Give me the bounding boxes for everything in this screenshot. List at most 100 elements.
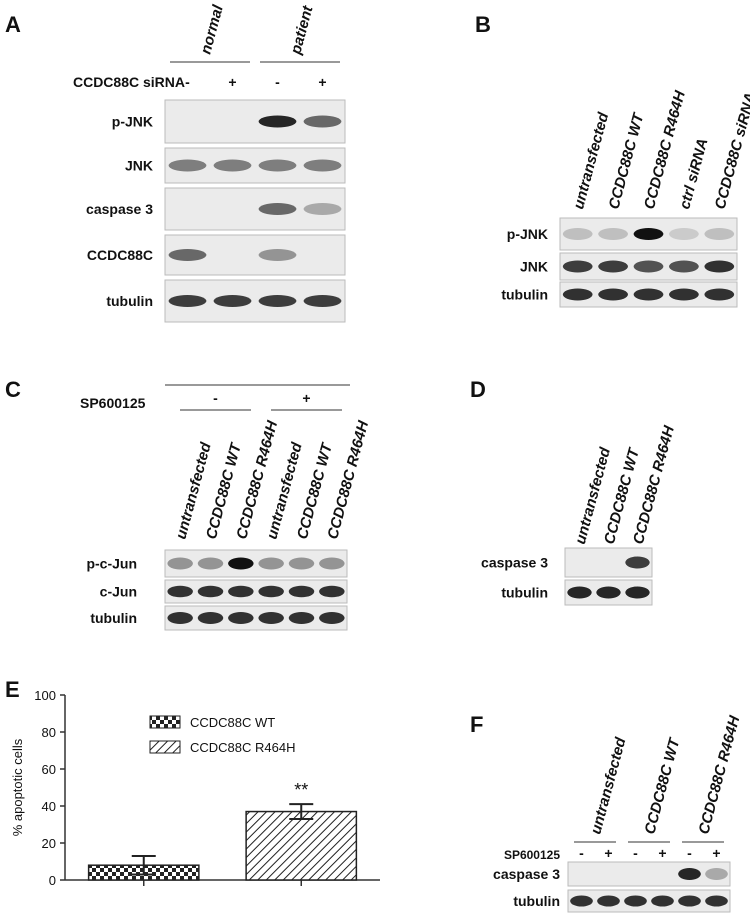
band [704,260,735,273]
band [303,115,342,128]
panel-letter: A [5,12,21,37]
y-tick-label: 40 [42,799,56,814]
band [213,159,252,172]
annotation: ** [294,780,308,800]
y-tick-label: 100 [34,688,56,703]
band [167,612,193,624]
blot-strip [164,187,346,231]
panel-letter: B [475,12,491,37]
sign: - [687,845,692,861]
lane-label: CCDC88C siRNA [712,91,750,211]
sign: + [228,74,236,90]
sign: + [302,390,310,406]
band [633,260,664,273]
sign: - [185,74,190,90]
band [319,585,345,598]
band [213,295,252,307]
band [669,288,699,301]
row-label: tubulin [106,293,153,309]
y-tick-label: 60 [42,762,56,777]
band [228,557,254,570]
lane-label: CCDC88C R464H [630,423,678,546]
y-tick-label: 80 [42,725,56,740]
treatment-label: SP600125 [504,848,560,862]
band [633,288,664,301]
band [669,228,699,240]
band [598,288,628,301]
band [258,115,297,128]
band [625,556,650,569]
row-label: caspase 3 [493,866,560,882]
row-label: c-Jun [100,584,137,600]
lane-label: ctrl siRNA [676,137,711,211]
sign: + [318,74,326,90]
lane-label: CCDC88C R464H [324,418,372,541]
band [562,228,593,240]
row-label: tubulin [513,893,560,909]
band [197,585,224,598]
panel-letter: C [5,377,21,402]
treatment-label: CCDC88C siRNA [73,74,185,90]
panel-letter: D [470,377,486,402]
sign: - [275,74,280,90]
band [303,159,342,172]
legend-swatch [149,715,181,729]
band [288,557,315,570]
lane-label: CCDC88C R464H [695,713,743,836]
sign: + [604,845,612,861]
band [705,868,728,880]
band [258,249,297,261]
band [168,249,207,261]
lane-label: untransfected [570,110,612,211]
row-label: p-c-Jun [86,556,137,572]
treatment-label: SP600125 [80,395,146,411]
sign: + [658,845,666,861]
row-label: caspase 3 [481,555,548,571]
lane-label: CCDC88C WT [641,735,683,836]
band [167,585,193,598]
band [228,612,254,624]
blot-strip [164,605,348,631]
band [570,895,593,907]
band [228,585,254,598]
band [625,586,650,599]
band [705,895,728,907]
row-label: JNK [125,158,153,174]
group-label: patient [287,3,317,57]
y-tick-label: 0 [49,873,56,888]
band [651,895,674,907]
blot-strip [567,861,731,887]
band [258,557,284,570]
band [168,295,207,307]
band [288,612,315,624]
error-bar [289,803,314,820]
band [704,228,735,240]
band [168,159,207,172]
panel-letter: E [5,677,20,702]
row-label: JNK [520,259,548,275]
band [303,295,342,307]
band [596,586,621,599]
row-label: tubulin [501,287,548,303]
band [167,557,193,570]
legend-swatch [149,740,181,754]
sign: + [712,845,720,861]
row-label: p-JNK [507,226,548,242]
group-label: normal [197,3,227,57]
lane-label: CCDC88C WT [606,110,648,211]
band [624,895,647,907]
band [258,585,284,598]
band [597,895,620,907]
band [197,557,224,570]
band [319,557,345,570]
row-label: caspase 3 [86,201,153,217]
row-label: tubulin [501,585,548,601]
lane-label: untransfected [587,735,629,836]
band [678,868,701,880]
band [633,228,664,240]
band [678,895,701,907]
sign: - [213,390,218,406]
y-axis-label: % apoptotic cells [10,738,25,836]
band [258,295,297,307]
